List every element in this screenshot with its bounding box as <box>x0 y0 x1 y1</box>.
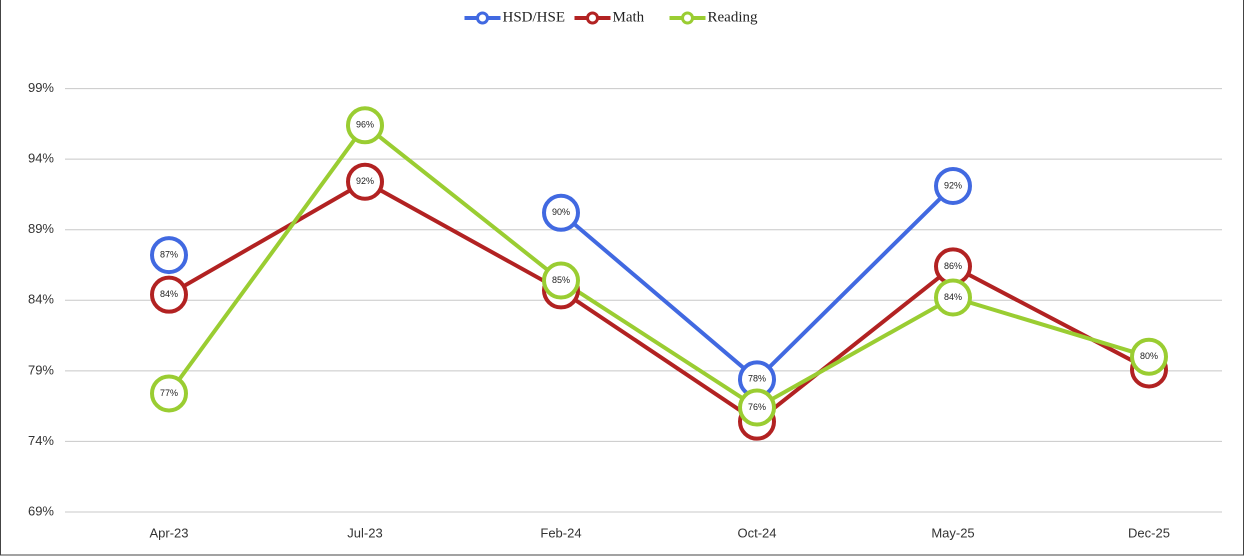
data-label: 77% <box>160 388 178 398</box>
data-label: 92% <box>944 180 962 190</box>
y-tick-label: 74% <box>28 433 54 448</box>
data-point <box>150 374 188 413</box>
data-label: 86% <box>944 261 962 271</box>
data-label: 87% <box>160 249 178 259</box>
data-point <box>934 166 972 205</box>
data-label: 96% <box>356 120 374 130</box>
data-point <box>346 162 384 201</box>
x-tick-label: Jul-23 <box>347 525 382 540</box>
data-label: 84% <box>160 289 178 299</box>
data-point <box>542 193 580 232</box>
data-label: 90% <box>552 207 570 217</box>
data-point <box>738 388 776 427</box>
legend-marker <box>586 11 599 25</box>
series-line <box>167 123 1150 410</box>
legend-marker <box>476 11 489 25</box>
y-tick-label: 94% <box>28 151 54 166</box>
data-point <box>934 278 972 317</box>
data-point <box>150 275 188 314</box>
legend-label: Reading <box>708 9 758 25</box>
data-label: 92% <box>356 176 374 186</box>
data-label: 80% <box>1140 351 1158 361</box>
data-label: 78% <box>748 374 766 384</box>
y-tick-label: 69% <box>28 503 54 518</box>
data-label: 84% <box>944 292 962 302</box>
x-tick-label: May-25 <box>931 525 974 540</box>
series-line <box>168 179 1150 424</box>
data-point <box>150 236 188 275</box>
legend-marker <box>681 11 694 25</box>
y-tick-label: 89% <box>28 221 54 236</box>
x-tick-label: Oct-24 <box>737 525 776 540</box>
x-tick-label: Feb-24 <box>540 525 581 540</box>
legend-label: HSD/HSE <box>503 9 566 25</box>
x-tick-label: Dec-25 <box>1128 525 1170 540</box>
data-point <box>346 106 384 145</box>
y-tick-label: 99% <box>28 80 54 95</box>
data-point <box>1130 337 1168 376</box>
data-label: 85% <box>552 275 570 285</box>
x-tick-label: Apr-23 <box>149 525 188 540</box>
data-label: 76% <box>748 402 766 412</box>
data-point <box>542 261 580 300</box>
legend-label: Math <box>613 9 645 25</box>
y-tick-label: 79% <box>28 362 54 377</box>
series-line <box>559 184 955 382</box>
y-tick-label: 84% <box>28 292 54 307</box>
